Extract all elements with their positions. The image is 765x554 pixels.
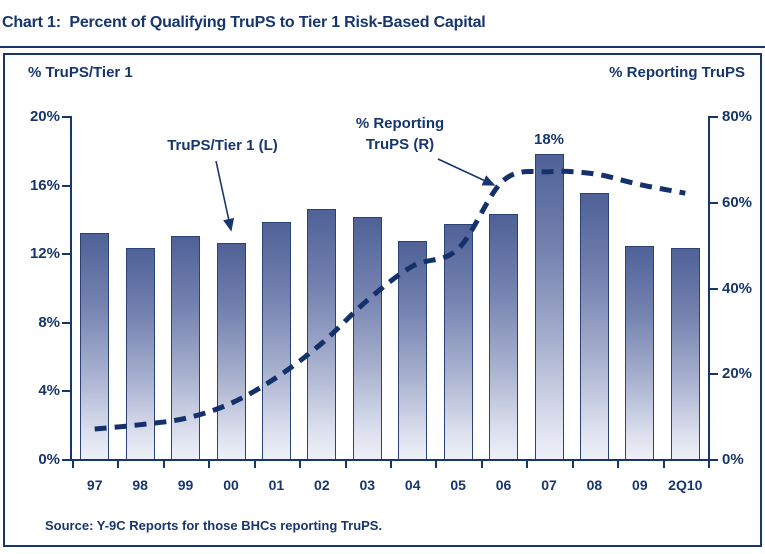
left-axis-tick-label: 4% (38, 382, 60, 400)
x-axis-label-03: 03 (359, 477, 376, 493)
left-axis-tick-label: 8% (38, 313, 60, 331)
chart-frame (3, 53, 762, 547)
bar-08 (579, 193, 609, 459)
x-axis-tick (117, 461, 120, 468)
bar-02 (307, 208, 337, 459)
right-axis-tick-label: 20% (722, 365, 753, 383)
x-axis-line (70, 459, 710, 461)
x-axis-label-97: 97 (86, 477, 103, 493)
x-axis-tick (526, 461, 529, 468)
bar-09 (625, 246, 655, 459)
left-axis-tick-label: 16% (29, 176, 60, 194)
left-axis-tick-label: 0% (38, 451, 60, 468)
bar-07 (534, 153, 564, 459)
line-series-annotation-line2: TruPS (R) (365, 136, 435, 153)
left-axis-tick (62, 253, 70, 256)
left-axis-tick-label: 12% (29, 245, 60, 263)
x-axis-label-99: 99 (177, 477, 194, 493)
left-axis-header: % TruPS/Tier 1 (28, 64, 133, 81)
x-axis-tick (72, 461, 74, 468)
x-axis-label-98: 98 (132, 477, 148, 493)
bar-03 (352, 217, 382, 459)
x-axis-label-06: 06 (495, 477, 512, 493)
left-axis-line (70, 116, 72, 459)
left-axis-tick-label: 20% (29, 108, 60, 125)
line-series-annotation: % Reporting TruPS (R) (330, 113, 470, 155)
left-axis-tick (62, 459, 70, 461)
x-axis-tick (435, 461, 438, 468)
x-axis-tick (299, 461, 302, 468)
x-axis-label-00: 00 (223, 477, 239, 493)
peak-data-label: 18% (533, 131, 565, 148)
left-axis-tick (62, 184, 70, 187)
left-axis-tick (62, 116, 70, 118)
right-axis-tick (710, 373, 718, 376)
bar-05 (443, 224, 473, 459)
x-axis-tick (480, 461, 483, 468)
x-axis-tick (571, 461, 574, 468)
x-axis-tick (162, 461, 165, 468)
right-axis-tick (710, 116, 718, 118)
bar-01 (261, 222, 291, 459)
x-axis-tick (708, 461, 710, 468)
right-axis-tick (710, 201, 718, 204)
bar-97 (80, 232, 110, 459)
x-axis-label-07: 07 (541, 477, 557, 493)
x-axis-label-09: 09 (632, 477, 648, 493)
bar-2Q10 (670, 248, 700, 459)
line-series-annotation-line1: % Reporting (355, 115, 445, 132)
x-axis-tick (617, 461, 620, 468)
source-note: Source: Y-9C Reports for those BHCs repo… (45, 518, 383, 533)
right-axis-tick (710, 459, 718, 461)
left-axis-tick (62, 321, 70, 324)
right-axis-tick (710, 287, 718, 290)
bar-98 (125, 248, 155, 459)
right-axis-tick-label: 40% (722, 279, 753, 297)
x-axis-label-01: 01 (268, 477, 285, 493)
chart-title: Chart 1: Percent of Qualifying TruPS to … (2, 14, 486, 31)
bar-99 (171, 236, 201, 459)
x-axis-label-05: 05 (450, 477, 466, 493)
x-axis-label-04: 04 (404, 477, 421, 493)
left-axis-tick (62, 390, 70, 393)
bar-00 (216, 242, 246, 459)
bar-06 (489, 213, 519, 459)
bar-04 (398, 241, 428, 459)
right-axis-line (708, 116, 710, 459)
x-axis-tick (662, 461, 665, 468)
x-axis-label-2Q10: 2Q10 (668, 477, 703, 493)
bar-series-annotation: TruPS/Tier 1 (L) (167, 137, 278, 154)
right-axis-header: % Reporting TruPS (609, 64, 745, 81)
x-axis-tick (253, 461, 256, 468)
x-axis-label-02: 02 (314, 477, 330, 493)
x-axis-tick (208, 461, 211, 468)
right-axis-tick-label: 60% (722, 193, 753, 211)
right-axis-tick-label: 0% (722, 451, 744, 468)
x-axis-label-08: 08 (586, 477, 603, 493)
title-underline (0, 46, 765, 48)
x-axis-tick (344, 461, 347, 468)
x-axis-tick (390, 461, 392, 468)
right-axis-tick-label: 80% (722, 108, 753, 125)
